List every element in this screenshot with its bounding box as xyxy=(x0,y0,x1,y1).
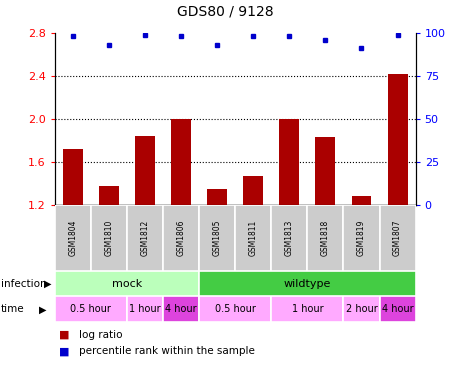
Text: 1 hour: 1 hour xyxy=(129,304,161,314)
Bar xyxy=(55,271,199,296)
Bar xyxy=(63,149,83,205)
Bar xyxy=(171,119,191,205)
Text: 4 hour: 4 hour xyxy=(165,304,197,314)
Text: 2 hour: 2 hour xyxy=(346,304,377,314)
Bar xyxy=(380,296,416,322)
Bar xyxy=(279,119,299,205)
Bar xyxy=(343,296,380,322)
Bar xyxy=(127,205,163,271)
Bar xyxy=(55,205,91,271)
Text: GSM1811: GSM1811 xyxy=(249,220,257,256)
Bar xyxy=(271,205,307,271)
Text: ■: ■ xyxy=(59,346,70,356)
Bar xyxy=(315,137,335,205)
Text: time: time xyxy=(1,304,25,314)
Text: 0.5 hour: 0.5 hour xyxy=(215,304,256,314)
Bar xyxy=(307,205,343,271)
Bar xyxy=(199,205,235,271)
Text: GSM1813: GSM1813 xyxy=(285,220,294,256)
Text: 0.5 hour: 0.5 hour xyxy=(70,304,111,314)
Text: ▶: ▶ xyxy=(38,304,46,314)
Bar xyxy=(207,189,227,205)
Text: ■: ■ xyxy=(59,330,70,340)
Bar xyxy=(235,205,271,271)
Bar xyxy=(91,205,127,271)
Text: GSM1810: GSM1810 xyxy=(104,220,113,256)
Text: GSM1819: GSM1819 xyxy=(357,220,366,256)
Bar xyxy=(199,271,416,296)
Bar xyxy=(243,176,263,205)
Text: percentile rank within the sample: percentile rank within the sample xyxy=(79,346,255,356)
Text: 4 hour: 4 hour xyxy=(382,304,413,314)
Text: GSM1806: GSM1806 xyxy=(177,220,185,256)
Text: GSM1805: GSM1805 xyxy=(213,220,221,256)
Bar xyxy=(271,296,343,322)
Bar xyxy=(163,296,199,322)
Bar xyxy=(127,296,163,322)
Text: GSM1812: GSM1812 xyxy=(141,220,149,256)
Bar xyxy=(343,205,380,271)
Text: 1 hour: 1 hour xyxy=(292,304,323,314)
Bar xyxy=(163,205,199,271)
Text: infection: infection xyxy=(1,279,47,289)
Text: mock: mock xyxy=(112,279,142,289)
Bar xyxy=(380,205,416,271)
Text: GSM1807: GSM1807 xyxy=(393,220,402,256)
Bar xyxy=(99,186,119,205)
Text: wildtype: wildtype xyxy=(284,279,331,289)
Bar xyxy=(55,296,127,322)
Text: log ratio: log ratio xyxy=(79,330,123,340)
Text: GDS80 / 9128: GDS80 / 9128 xyxy=(177,4,274,18)
Text: GSM1804: GSM1804 xyxy=(68,220,77,256)
Bar xyxy=(388,74,408,205)
Text: ▶: ▶ xyxy=(44,279,51,289)
Bar xyxy=(352,196,371,205)
Bar xyxy=(199,296,271,322)
Text: GSM1818: GSM1818 xyxy=(321,220,330,256)
Bar xyxy=(135,136,155,205)
